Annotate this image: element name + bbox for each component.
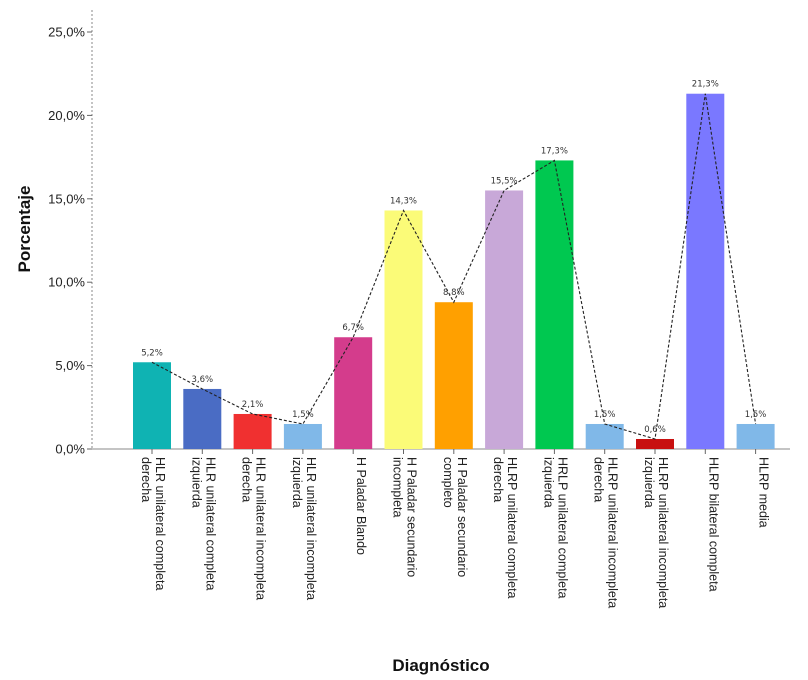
x-tick-label-line: HRLP unilateral completa	[555, 457, 569, 599]
y-tick-label: 25,0%	[48, 25, 85, 40]
x-tick-label-line: HLRP media	[757, 457, 771, 528]
x-tick-label-line: incompleta	[391, 457, 405, 517]
bar	[434, 302, 473, 449]
x-tick-label-line: izquierda	[290, 457, 304, 508]
y-axis-title: Porcentaje	[15, 186, 34, 273]
x-tick-label-line: derecha	[240, 457, 254, 502]
bar	[133, 362, 171, 449]
data-label: 17,3%	[541, 146, 568, 156]
data-label: 21,3%	[692, 80, 719, 90]
x-tick-label: H Paladar Blando	[354, 457, 368, 555]
data-labels: 5,2% 3,6% 2,1% 1,5% 6,7% 14,3% 8,8% 15,5% 17,3% 1…	[141, 80, 766, 435]
bar	[636, 438, 674, 449]
x-tick-label: HLR unilateral incompletaizquierda	[290, 457, 318, 600]
connector-polyline	[151, 93, 757, 440]
x-tick-label: H Paladar secundariocompleto	[441, 457, 469, 577]
data-label: 1,5%	[292, 410, 314, 420]
x-tick-label-line: HLR unilateral incompleta	[304, 457, 318, 600]
x-tick-label: HLRP unilateral incompletaizquierda	[642, 457, 670, 608]
x-tick-label-line: derecha	[139, 457, 153, 502]
data-label: 5,2%	[141, 348, 163, 358]
y-tick-label: 0,0%	[55, 442, 85, 457]
data-label: 3,6%	[191, 375, 213, 385]
x-tick-label: HRLP unilateral completaizquierda	[541, 457, 569, 599]
x-tick-label-line: HLR unilateral completa	[203, 457, 217, 590]
x-tick-label-line: HLR unilateral completa	[153, 457, 167, 590]
x-tick-label: HLRP unilateral completaderecha	[491, 457, 519, 599]
data-label: 14,3%	[390, 196, 417, 206]
connector-line	[151, 93, 757, 440]
bar	[686, 93, 725, 449]
y-tick-label: 10,0%	[48, 275, 85, 290]
bar	[585, 423, 624, 449]
bar	[736, 423, 775, 449]
y-tick-label: 5,0%	[55, 358, 85, 373]
x-tick-label-line: HLRP bilateral completa	[706, 457, 720, 592]
x-tick-label-line: izquierda	[642, 457, 656, 508]
x-tick-label-line: HLRP unilateral completa	[505, 457, 519, 599]
x-tick-label-line: H Paladar secundario	[455, 457, 469, 577]
data-label: 15,5%	[491, 176, 518, 186]
data-label: 6,7%	[342, 323, 364, 333]
bar	[384, 210, 423, 449]
bar	[485, 190, 524, 449]
x-tick-label: HLRP media	[757, 457, 771, 528]
x-tick-label: HLR unilateral completaderecha	[139, 457, 167, 590]
bar	[283, 423, 322, 449]
x-tick-label: H Paladar secundarioincompleta	[391, 457, 419, 577]
data-label: 1,5%	[594, 410, 616, 420]
y-tick-label: 20,0%	[48, 108, 85, 123]
x-tick-label-line: izquierda	[541, 457, 555, 508]
x-tick-label-line: HLRP unilateral incompleta	[606, 457, 620, 608]
bar	[334, 337, 373, 449]
x-tick-label: HLRP bilateral completa	[706, 457, 720, 592]
bars	[133, 93, 775, 449]
data-label: 0,6%	[644, 425, 666, 435]
x-axis-title: Diagnóstico	[392, 656, 489, 675]
x-tick-label-line: HLR unilateral incompleta	[254, 457, 268, 600]
data-label: 1,5%	[745, 410, 767, 420]
x-tick-label: HLRP unilateral incompletaderecha	[592, 457, 620, 608]
x-ticks: HLR unilateral completaderecha HLR unilat…	[139, 449, 771, 608]
x-tick-label-line: H Paladar Blando	[354, 457, 368, 555]
y-ticks: 0,0% 5,0% 10,0% 15,0% 20,0% 25,0%	[48, 25, 92, 457]
x-tick-label-line: HLRP unilateral incompleta	[656, 457, 670, 608]
x-tick-label-line: H Paladar secundario	[405, 457, 419, 577]
bar	[233, 413, 272, 449]
x-tick-label: HLR unilateral incompletaderecha	[240, 457, 268, 600]
x-tick-label-line: completo	[441, 457, 455, 508]
bar	[183, 388, 222, 449]
data-label: 2,1%	[242, 400, 264, 410]
x-tick-label-line: derecha	[592, 457, 606, 502]
bar	[535, 160, 574, 449]
x-tick-label-line: izquierda	[189, 457, 203, 508]
x-tick-label: HLR unilateral completaizquierda	[189, 457, 217, 590]
x-tick-label-line: derecha	[491, 457, 505, 502]
data-label: 8,8%	[443, 288, 465, 298]
y-tick-label: 15,0%	[48, 191, 85, 206]
